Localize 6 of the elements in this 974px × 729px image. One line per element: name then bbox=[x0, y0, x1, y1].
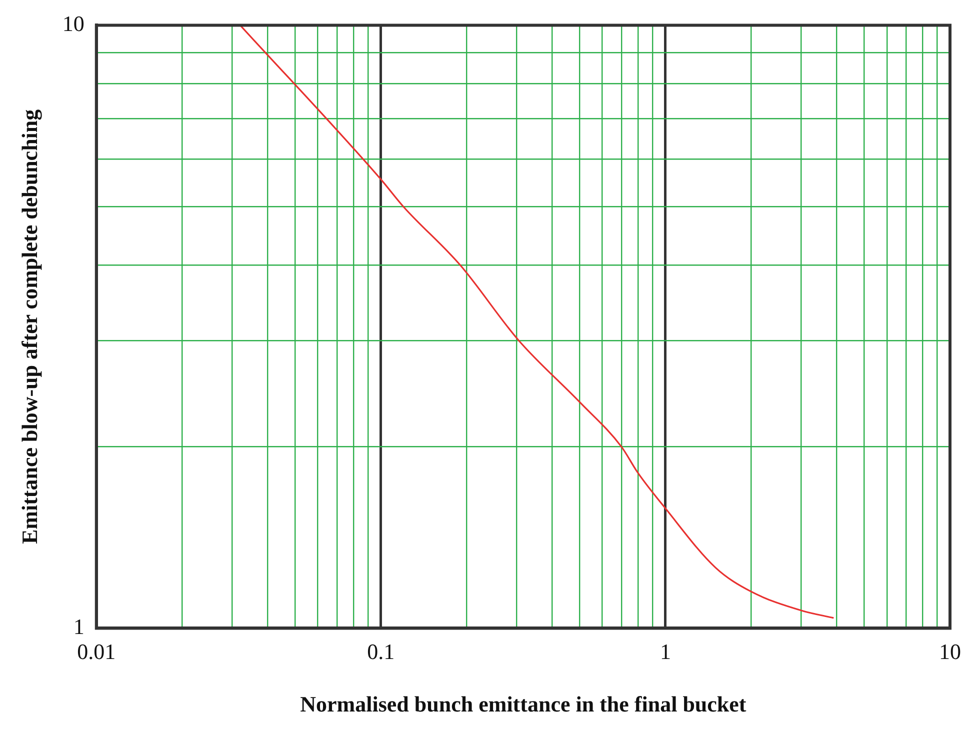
x-tick-label: 0.1 bbox=[367, 639, 395, 664]
x-tick-label: 0.01 bbox=[77, 639, 116, 664]
x-tick-label: 10 bbox=[939, 639, 961, 664]
x-tick-label: 1 bbox=[660, 639, 671, 664]
x-axis-title: Normalised bunch emittance in the final bucket bbox=[300, 691, 747, 716]
y-axis-title: Emittance blow-up after complete debunching bbox=[16, 109, 42, 544]
